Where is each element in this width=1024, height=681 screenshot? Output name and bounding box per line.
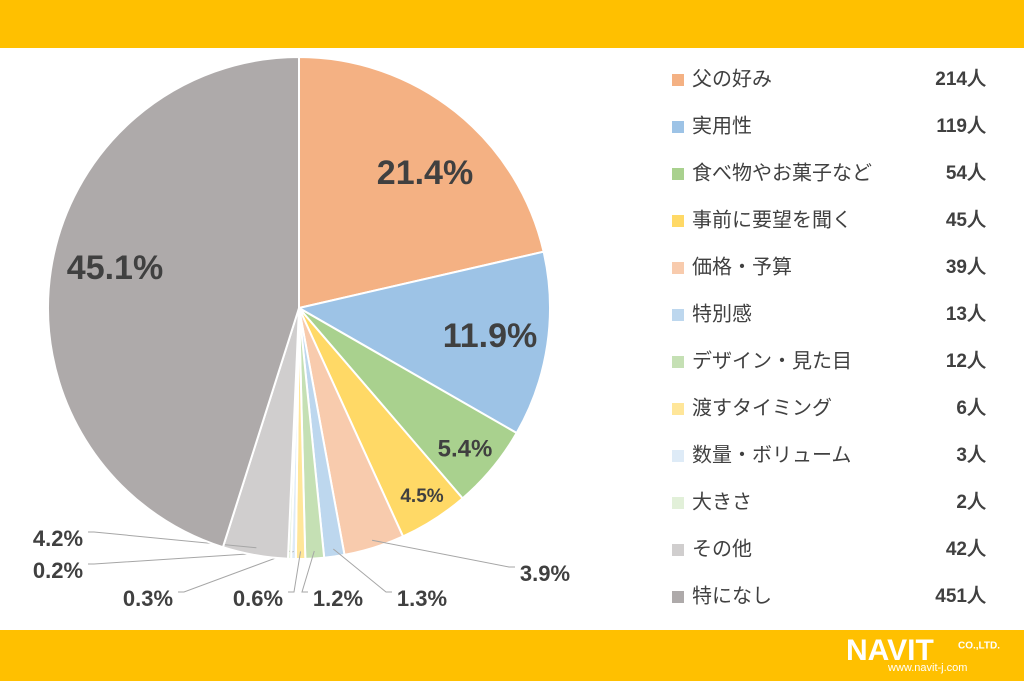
legend-swatch <box>672 168 684 180</box>
legend-swatch <box>672 591 684 603</box>
legend-swatch <box>672 121 684 133</box>
leader-line <box>332 548 392 593</box>
data-label: 11.9% <box>443 317 538 355</box>
logo-name: NAVIT <box>846 634 934 667</box>
footer-band <box>0 630 1024 681</box>
legend-label: 実用性 <box>692 114 752 138</box>
data-label: 0.6% <box>233 586 283 611</box>
legend-count: 2人 <box>956 491 987 513</box>
legend-label: 食べ物やお菓子など <box>692 161 872 185</box>
legend-label: 特別感 <box>692 302 752 326</box>
legend-swatch <box>672 262 684 274</box>
leader-line <box>288 551 302 593</box>
data-label: 1.2% <box>313 586 363 611</box>
legend-label: 大きさ <box>692 490 752 514</box>
data-label: 45.1% <box>67 249 163 287</box>
leader-line <box>178 550 294 593</box>
legend-swatch <box>672 309 684 321</box>
legend-label: 事前に要望を聞く <box>692 208 852 232</box>
leader-line <box>301 550 315 593</box>
leader-line <box>371 539 515 568</box>
data-label: 0.3% <box>123 586 173 611</box>
legend-count: 451人 <box>935 585 987 607</box>
data-label: 4.5% <box>400 486 443 507</box>
legend-swatch <box>672 450 684 462</box>
data-label: 4.2% <box>33 526 83 551</box>
pie-slice <box>296 250 551 435</box>
legend-count: 214人 <box>935 68 987 90</box>
legend-swatch <box>672 544 684 556</box>
data-label: 21.4% <box>377 154 473 192</box>
pie-slice <box>47 55 300 549</box>
legend-count: 13人 <box>946 303 987 325</box>
logo-suffix: CO.,LTD. <box>958 641 1000 652</box>
data-label: 3.9% <box>520 561 570 586</box>
pie-slice <box>298 55 545 310</box>
legend-count: 12人 <box>946 350 987 372</box>
legend-count: 42人 <box>946 538 987 560</box>
legend-count: 45人 <box>946 209 987 231</box>
legend-label: その他 <box>692 537 752 561</box>
legend-swatch <box>672 74 684 86</box>
legend-count: 119人 <box>936 115 987 137</box>
legend-label: 渡すタイミング <box>692 396 832 420</box>
legend-swatch <box>672 497 684 509</box>
data-label: 5.4% <box>438 435 493 462</box>
data-label: 1.3% <box>397 586 447 611</box>
legend-label: 価格・予算 <box>692 255 792 279</box>
legend-label: 数量・ボリューム <box>692 443 851 467</box>
leader-line <box>88 531 257 549</box>
legend-swatch <box>672 403 684 415</box>
legend-label: 特になし <box>692 584 772 608</box>
leader-line <box>88 550 290 565</box>
legend-count: 3人 <box>956 444 987 466</box>
legend-label: デザイン・見た目 <box>692 349 852 373</box>
legend-label: 父の好み <box>692 67 772 91</box>
header-band <box>0 0 1024 48</box>
legend-swatch <box>672 356 684 368</box>
legend-swatch <box>672 215 684 227</box>
logo-url: www.navit-j.com <box>887 662 967 674</box>
data-label: 0.2% <box>33 558 83 583</box>
legend-count: 39人 <box>946 256 987 278</box>
legend-count: 6人 <box>956 397 987 419</box>
legend-count: 54人 <box>946 162 987 184</box>
